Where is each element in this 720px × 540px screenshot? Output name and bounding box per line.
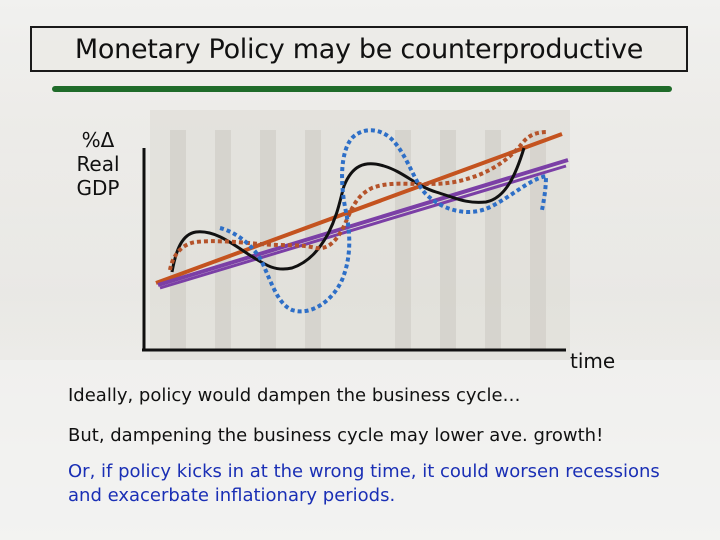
y-axis-label-line: Real (76, 152, 120, 176)
trend-line-low (159, 164, 567, 290)
worsened-cycle-curve (219, 128, 549, 314)
title-underline (52, 86, 672, 92)
slide-title: Monetary Policy may be counterproductive (30, 26, 688, 72)
trend-line-high (155, 132, 563, 285)
business-cycle-curve (170, 147, 526, 273)
trend-line-low (157, 158, 569, 287)
x-axis-label: time (570, 349, 616, 373)
y-axis-label-line: GDP (76, 176, 120, 200)
y-axis-label: %Δ Real GDP (58, 128, 138, 200)
paragraph-ideal-policy: Ideally, policy would dampen the busines… (68, 385, 521, 406)
paragraph-lower-growth: But, dampening the business cycle may lo… (68, 425, 604, 446)
y-axis-label-line: %Δ (81, 128, 115, 152)
paragraph-wrong-timing: Or, if policy kicks in at the wrong time… (68, 461, 660, 506)
